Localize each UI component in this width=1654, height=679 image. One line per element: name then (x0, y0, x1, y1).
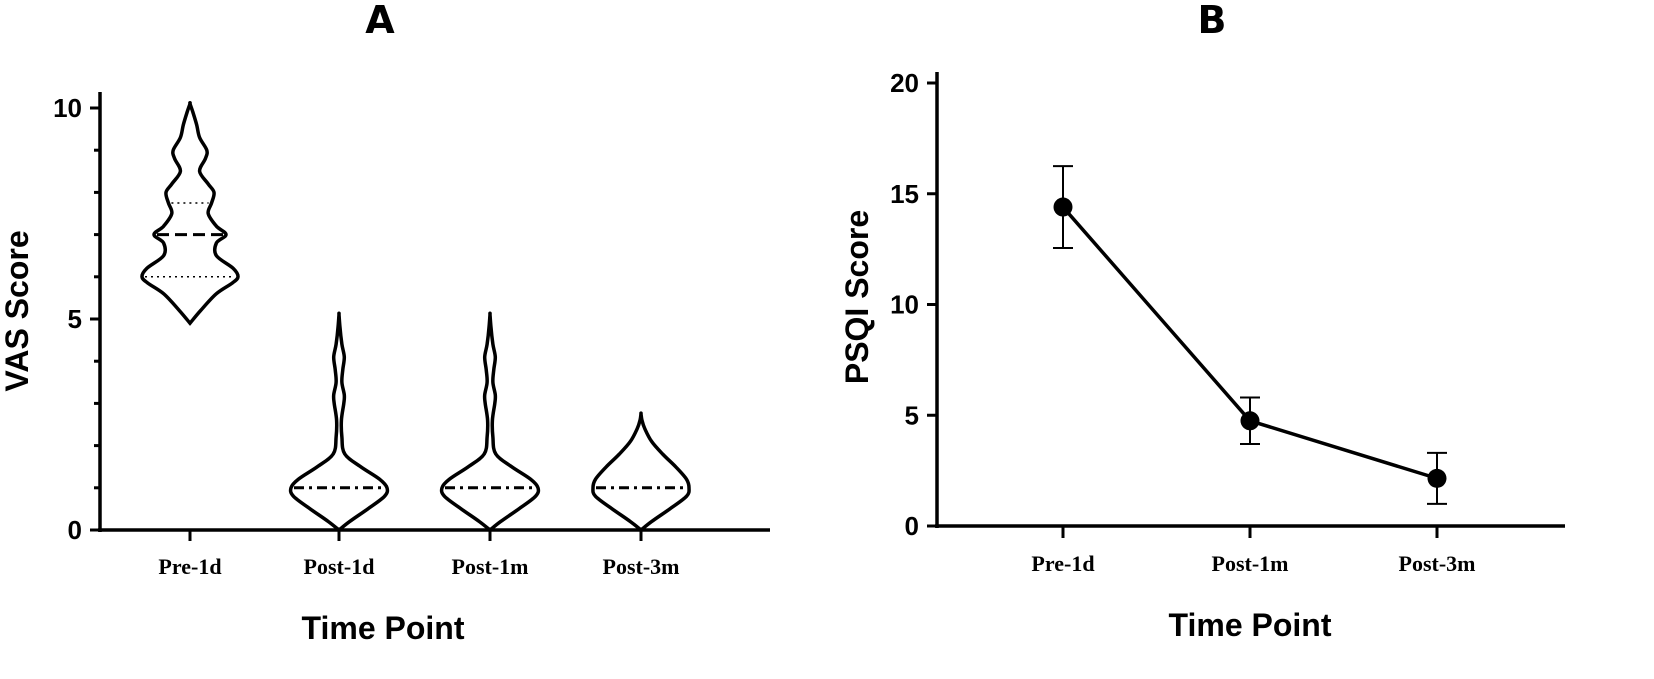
panel-a-x-tick-label-post-1d: Post-1d (304, 554, 375, 579)
panel-a-x-tick-label-post-3m: Post-3m (603, 554, 680, 579)
violin-outline-pre-1d (140, 101, 240, 326)
violin-outline-post-1m (439, 311, 541, 533)
panel-a-violin-chart: A 0 5 10 Pre-1d Post-1d Post-1m Post-3m VAS S… (0, 0, 770, 646)
panel-b-x-tick-label-post-3m: Post-3m (1399, 551, 1476, 576)
panel-a-y-tick-label: 10 (53, 93, 82, 123)
panel-b-x-axis-title: Time Point (1169, 607, 1332, 643)
panel-a-x-tick-label-post-1m: Post-1m (452, 554, 529, 579)
panel-b-y-tick-label: 5 (905, 400, 919, 430)
data-point-post-1m (1240, 411, 1260, 431)
panel-b-y-ticks: 0 5 10 15 20 (890, 68, 937, 541)
violin-pre-1d (140, 101, 240, 326)
panel-a-y-ticks: 0 5 10 (53, 93, 100, 545)
violin-outline-post-1d (288, 311, 390, 533)
panel-b-y-tick-label: 15 (890, 179, 919, 209)
panel-b-series (1053, 165, 1447, 505)
panel-a-x-tick-label-pre-1d: Pre-1d (158, 554, 221, 579)
panel-b-x-tick-label-pre-1d: Pre-1d (1031, 551, 1094, 576)
data-point-pre-1d (1053, 197, 1073, 217)
panel-b-y-tick-label: 20 (890, 68, 919, 98)
panel-b-label: B (1198, 0, 1227, 42)
panel-a-label: A (365, 0, 395, 42)
panel-a-y-axis-title: VAS Score (0, 230, 35, 391)
panel-a-x-axis-title: Time Point (302, 610, 465, 646)
panel-b-y-axis-title: PSQI Score (839, 210, 875, 384)
panel-b-y-tick-label: 10 (890, 290, 919, 320)
violin-post-1m (439, 311, 541, 533)
panel-b-x-ticks: Pre-1d Post-1m Post-3m (1031, 526, 1475, 576)
panel-a-violins (140, 101, 691, 533)
panel-b-x-tick-label-post-1m: Post-1m (1212, 551, 1289, 576)
panel-b-y-tick-label: 0 (905, 511, 919, 541)
panel-a-y-tick-label: 5 (68, 304, 82, 334)
panel-a-y-tick-label: 0 (68, 515, 82, 545)
violin-post-3m (591, 411, 691, 533)
violin-outline-post-3m (591, 411, 691, 533)
panel-a-x-ticks: Pre-1d Post-1d Post-1m Post-3m (158, 530, 679, 579)
data-point-post-3m (1427, 468, 1447, 488)
violin-post-1d (288, 311, 390, 533)
panel-b-line-chart: B 0 5 10 15 20 Pre-1d Post-1m Post-3m PSQI Sco… (839, 0, 1565, 643)
